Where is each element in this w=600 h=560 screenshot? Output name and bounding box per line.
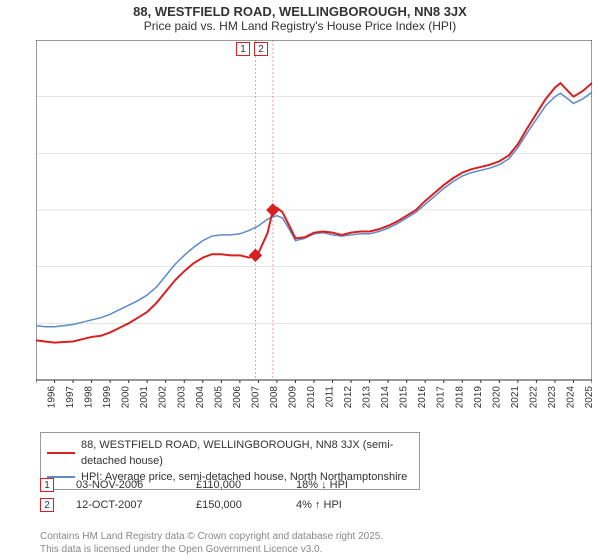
svg-text:2007: 2007 [250, 386, 261, 409]
svg-text:2011: 2011 [325, 386, 336, 408]
svg-text:2009: 2009 [287, 386, 298, 409]
svg-text:2015: 2015 [399, 386, 410, 409]
sale-row: 2 12-OCT-2007£150,0004% ↑ HPI [40, 498, 580, 512]
svg-text:2024: 2024 [565, 386, 576, 409]
svg-text:2001: 2001 [139, 386, 150, 409]
sale-price: £150,000 [196, 499, 296, 511]
legend-item: 88, WESTFIELD ROAD, WELLINGBOROUGH, NN8 … [47, 437, 413, 469]
sale-price: £110,000 [196, 479, 296, 491]
svg-text:1998: 1998 [84, 386, 95, 409]
svg-text:2006: 2006 [232, 386, 243, 409]
svg-text:2003: 2003 [176, 386, 187, 409]
svg-text:1997: 1997 [65, 386, 76, 409]
sale-badge: 2 [40, 498, 54, 512]
svg-text:2005: 2005 [213, 386, 224, 409]
legend-swatch [47, 452, 75, 454]
line-chart: £0£50K£100K£150K£200K£250K£300K199519961… [36, 40, 592, 410]
svg-text:2019: 2019 [473, 386, 484, 409]
svg-text:2017: 2017 [436, 386, 447, 409]
svg-text:2023: 2023 [547, 386, 558, 409]
legend-label: 88, WESTFIELD ROAD, WELLINGBOROUGH, NN8 … [81, 437, 413, 469]
svg-text:2000: 2000 [121, 386, 132, 409]
sale-delta: 18% ↓ HPI [296, 479, 416, 491]
svg-text:1995: 1995 [36, 386, 39, 409]
svg-text:2004: 2004 [195, 386, 206, 409]
sale-date: 12-OCT-2007 [76, 499, 196, 511]
sales-table: 1 03-NOV-2006£110,00018% ↓ HPI 2 12-OCT-200… [40, 478, 580, 518]
svg-text:1999: 1999 [102, 386, 113, 409]
sale-callout-badges: 12 [236, 42, 268, 56]
sale-row: 1 03-NOV-2006£110,00018% ↓ HPI [40, 478, 580, 492]
svg-text:2018: 2018 [454, 386, 465, 409]
sale-badge: 1 [40, 478, 54, 492]
chart-subtitle: Price paid vs. HM Land Registry's House … [0, 19, 600, 35]
footer-line-1: Contains HM Land Registry data © Crown c… [40, 530, 383, 543]
sale-date: 03-NOV-2006 [76, 479, 196, 491]
footer-attribution: Contains HM Land Registry data © Crown c… [40, 530, 383, 556]
svg-text:2020: 2020 [491, 386, 502, 409]
sale-delta: 4% ↑ HPI [296, 499, 416, 511]
footer-line-2: This data is licensed under the Open Gov… [40, 543, 383, 556]
svg-text:2012: 2012 [343, 386, 354, 409]
svg-text:2021: 2021 [510, 386, 521, 409]
svg-text:2025: 2025 [584, 386, 592, 409]
svg-text:1996: 1996 [47, 386, 58, 409]
svg-text:2008: 2008 [269, 386, 280, 409]
svg-text:2022: 2022 [528, 386, 539, 409]
sale-callout-badge: 1 [236, 42, 250, 56]
svg-text:2014: 2014 [380, 386, 391, 409]
svg-text:2016: 2016 [417, 386, 428, 409]
sale-callout-badge: 2 [254, 42, 268, 56]
svg-text:2013: 2013 [362, 386, 373, 409]
chart-area: £0£50K£100K£150K£200K£250K£300K199519961… [36, 40, 592, 410]
chart-container: 88, WESTFIELD ROAD, WELLINGBOROUGH, NN8 … [0, 0, 600, 560]
svg-text:2010: 2010 [306, 386, 317, 409]
chart-title: 88, WESTFIELD ROAD, WELLINGBOROUGH, NN8 … [0, 0, 600, 19]
svg-text:2002: 2002 [158, 386, 169, 409]
